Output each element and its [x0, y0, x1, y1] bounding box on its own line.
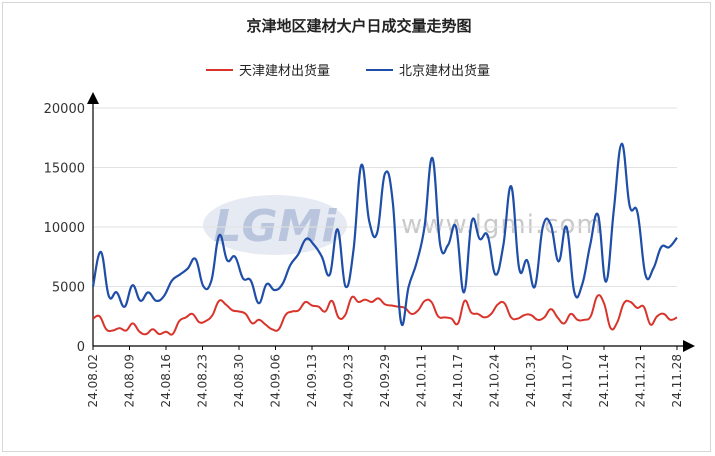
axis-layer: 0 5000 10000 15000 20000 24.08.02 24.08.09 24.0… — [44, 92, 695, 407]
y-tick-label: 20000 — [44, 102, 85, 117]
chart-title: 京津地区建材大户日成交量走势图 — [246, 17, 471, 35]
x-tick-label: 24.09.13 — [305, 354, 319, 407]
x-tick-label: 24.08.16 — [159, 354, 173, 407]
x-tick-label: 24.08.23 — [196, 354, 210, 407]
legend: 天津建材出货量 北京建材出货量 — [206, 63, 490, 79]
y-axis-arrow — [87, 92, 99, 104]
x-tick-label: 24.10.11 — [415, 354, 429, 407]
y-tick-label: 15000 — [44, 162, 85, 177]
series-line-tianjin — [92, 294, 678, 336]
y-tick-label: 5000 — [52, 281, 85, 296]
x-tick-label: 24.08.09 — [123, 354, 137, 407]
x-tick-label: 24.09.29 — [378, 354, 392, 407]
x-tick-label: 24.10.17 — [451, 354, 465, 407]
x-tick-label: 24.10.31 — [524, 354, 538, 407]
x-tick-label: 24.10.24 — [488, 354, 502, 407]
x-tick-label: 24.09.23 — [342, 354, 356, 407]
x-tick-label: 24.09.06 — [269, 354, 283, 407]
chart-svg: LGMi www.lgmi.com 京津地区建材大户日成交量走势图 天津建材出货… — [44, 17, 695, 407]
legend-item-tianjin[interactable]: 天津建材出货量 — [206, 63, 330, 79]
x-tick-label: 24.08.02 — [86, 354, 100, 407]
series-line-beijing — [91, 142, 678, 326]
x-tick-label: 24.11.28 — [670, 354, 684, 407]
x-tick-label: 24.08.30 — [232, 354, 246, 407]
x-tick-label: 24.11.07 — [561, 354, 575, 407]
x-tick-label: 24.11.21 — [634, 354, 648, 407]
legend-label-beijing: 北京建材出货量 — [399, 63, 490, 79]
legend-item-beijing[interactable]: 北京建材出货量 — [366, 63, 490, 79]
x-axis-arrow — [683, 340, 695, 352]
grid-layer — [93, 107, 677, 287]
watermark-url-text: www.lgmi.com — [401, 210, 603, 240]
y-tick-label: 10000 — [44, 221, 85, 236]
series-layer — [91, 142, 678, 336]
chart-frame: LGMi www.lgmi.com 京津地区建材大户日成交量走势图 天津建材出货… — [2, 2, 711, 452]
y-tick-label: 0 — [77, 340, 85, 355]
legend-label-tianjin: 天津建材出货量 — [239, 63, 330, 79]
x-tick-label: 24.11.14 — [597, 354, 611, 407]
